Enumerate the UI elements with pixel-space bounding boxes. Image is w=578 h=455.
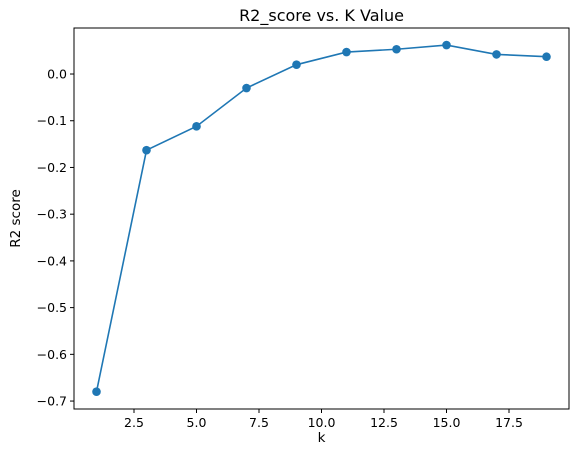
y-axis-label: R2 score — [8, 189, 24, 248]
y-tick-label: 0.0 — [47, 67, 67, 82]
data-point — [542, 52, 551, 62]
data-point — [342, 47, 351, 57]
x-tick-label: 7.5 — [249, 415, 269, 430]
x-tick-label: 17.5 — [495, 415, 523, 430]
data-point — [492, 50, 501, 59]
data-point — [242, 83, 251, 93]
x-axis-ticks: 2.5 5.0 7.5 10.0 12.5 15.0 17.5 — [124, 409, 523, 430]
data-point — [92, 387, 101, 397]
y-tick-label: −0.4 — [37, 253, 67, 268]
x-tick-label: 15.0 — [433, 415, 461, 430]
y-tick-label: −0.3 — [37, 207, 67, 222]
series-layer — [92, 40, 551, 397]
data-point — [442, 40, 451, 50]
x-tick-label: 10.0 — [308, 415, 336, 430]
x-tick-label: 12.5 — [370, 415, 398, 430]
x-tick-label: 2.5 — [124, 415, 144, 430]
y-tick-label: −0.5 — [37, 300, 67, 315]
y-axis-ticks: 0.0 −0.1 −0.2 −0.3 −0.4 −0.5 −0.6 −0.7 — [37, 67, 74, 409]
plot-frame — [73, 27, 570, 410]
x-axis-label: k — [318, 430, 326, 446]
y-tick-label: −0.6 — [37, 347, 67, 362]
y-tick-label: −0.7 — [37, 394, 67, 409]
x-tick-label: 5.0 — [187, 415, 207, 430]
data-point — [142, 145, 151, 155]
data-point — [292, 60, 301, 69]
chart-title: R2_score vs. K Value — [239, 6, 404, 26]
data-point — [192, 122, 201, 131]
data-point — [392, 44, 401, 54]
y-tick-label: −0.1 — [37, 113, 67, 128]
series-line — [95, 44, 547, 392]
y-tick-label: −0.2 — [37, 160, 67, 175]
